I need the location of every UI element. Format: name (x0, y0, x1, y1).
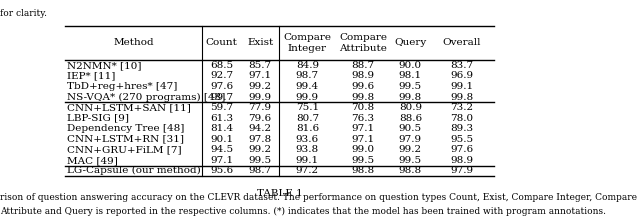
Text: 98.7: 98.7 (248, 166, 272, 175)
Text: 97.6: 97.6 (451, 145, 474, 154)
Text: Overall: Overall (443, 38, 481, 48)
Text: 88.7: 88.7 (351, 61, 374, 70)
Text: 98.9: 98.9 (351, 72, 374, 80)
Text: LBP-SIG [9]: LBP-SIG [9] (67, 114, 129, 123)
Text: 75.1: 75.1 (296, 103, 319, 112)
Text: 99.5: 99.5 (351, 156, 374, 165)
Text: Compare
Attribute: Compare Attribute (339, 33, 387, 53)
Text: CNN+LSTM+SAN [11]: CNN+LSTM+SAN [11] (67, 103, 191, 112)
Text: 99.2: 99.2 (399, 145, 422, 154)
Text: 97.6: 97.6 (210, 82, 233, 91)
Text: 84.9: 84.9 (296, 61, 319, 70)
Text: 99.8: 99.8 (351, 92, 374, 102)
Text: Method: Method (113, 38, 154, 48)
Text: 98.9: 98.9 (451, 156, 474, 165)
Text: 80.9: 80.9 (399, 103, 422, 112)
Text: 95.6: 95.6 (210, 166, 233, 175)
Text: 97.9: 97.9 (451, 166, 474, 175)
Text: for clarity.: for clarity. (0, 9, 47, 18)
Text: Dependency Tree [48]: Dependency Tree [48] (67, 124, 185, 133)
Text: 97.1: 97.1 (351, 124, 374, 133)
Text: TbD+reg+hres* [47]: TbD+reg+hres* [47] (67, 82, 178, 91)
Text: 96.9: 96.9 (451, 72, 474, 80)
Text: 61.3: 61.3 (210, 114, 233, 123)
Text: N2NMN* [10]: N2NMN* [10] (67, 61, 142, 70)
Text: 98.1: 98.1 (399, 72, 422, 80)
Text: 98.8: 98.8 (399, 166, 422, 175)
Text: 81.6: 81.6 (296, 124, 319, 133)
Text: CNN+LSTM+RN [31]: CNN+LSTM+RN [31] (67, 135, 184, 144)
Text: 99.5: 99.5 (248, 156, 272, 165)
Text: TABLE 1: TABLE 1 (257, 189, 302, 198)
Text: 70.8: 70.8 (351, 103, 374, 112)
Text: 90.1: 90.1 (210, 135, 233, 144)
Text: 99.5: 99.5 (399, 156, 422, 165)
Text: Count: Count (205, 38, 237, 48)
Text: IEP* [11]: IEP* [11] (67, 72, 116, 80)
Text: 92.7: 92.7 (210, 72, 233, 80)
Text: Compare
Integer: Compare Integer (284, 33, 332, 53)
Text: 97.9: 97.9 (399, 135, 422, 144)
Text: Query: Query (394, 38, 426, 48)
Text: 99.9: 99.9 (248, 92, 272, 102)
Text: 77.9: 77.9 (248, 103, 272, 112)
Text: 97.1: 97.1 (351, 135, 374, 144)
Text: 99.8: 99.8 (399, 92, 422, 102)
Text: 97.8: 97.8 (248, 135, 272, 144)
Text: 99.7: 99.7 (210, 92, 233, 102)
Text: 68.5: 68.5 (210, 61, 233, 70)
Text: MAC [49]: MAC [49] (67, 156, 118, 165)
Text: 99.6: 99.6 (351, 82, 374, 91)
Text: NS-VQA* (270 programs) [43]: NS-VQA* (270 programs) [43] (67, 92, 226, 102)
Text: 95.5: 95.5 (451, 135, 474, 144)
Text: 81.4: 81.4 (210, 124, 233, 133)
Text: 85.7: 85.7 (248, 61, 272, 70)
Text: 97.1: 97.1 (248, 72, 272, 80)
Text: CNN+GRU+FiLM [7]: CNN+GRU+FiLM [7] (67, 145, 182, 154)
Text: Exist: Exist (247, 38, 273, 48)
Text: 93.6: 93.6 (296, 135, 319, 144)
Text: 90.0: 90.0 (399, 61, 422, 70)
Text: LG-Capsule (our method): LG-Capsule (our method) (67, 166, 201, 175)
Text: 99.1: 99.1 (296, 156, 319, 165)
Text: 97.2: 97.2 (296, 166, 319, 175)
Text: 99.8: 99.8 (451, 92, 474, 102)
Text: Attribute and Query is reported in the respective columns. (*) indicates that th: Attribute and Query is reported in the r… (0, 207, 606, 216)
Text: 76.3: 76.3 (351, 114, 374, 123)
Text: 99.2: 99.2 (248, 82, 272, 91)
Text: 99.1: 99.1 (451, 82, 474, 91)
Text: 98.8: 98.8 (351, 166, 374, 175)
Text: 80.7: 80.7 (296, 114, 319, 123)
Text: 73.2: 73.2 (451, 103, 474, 112)
Text: 93.8: 93.8 (296, 145, 319, 154)
Text: 99.5: 99.5 (399, 82, 422, 91)
Text: 79.6: 79.6 (248, 114, 272, 123)
Text: 83.7: 83.7 (451, 61, 474, 70)
Text: 94.5: 94.5 (210, 145, 233, 154)
Text: 59.7: 59.7 (210, 103, 233, 112)
Text: 78.0: 78.0 (451, 114, 474, 123)
Text: 94.2: 94.2 (248, 124, 272, 133)
Text: 90.5: 90.5 (399, 124, 422, 133)
Text: 99.4: 99.4 (296, 82, 319, 91)
Text: 99.2: 99.2 (248, 145, 272, 154)
Text: 89.3: 89.3 (451, 124, 474, 133)
Text: 99.0: 99.0 (351, 145, 374, 154)
Text: 99.9: 99.9 (296, 92, 319, 102)
Text: 98.7: 98.7 (296, 72, 319, 80)
Text: 97.1: 97.1 (210, 156, 233, 165)
Text: rison of question answering accuracy on the CLEVR dataset. The performance on qu: rison of question answering accuracy on … (0, 193, 637, 202)
Text: 88.6: 88.6 (399, 114, 422, 123)
